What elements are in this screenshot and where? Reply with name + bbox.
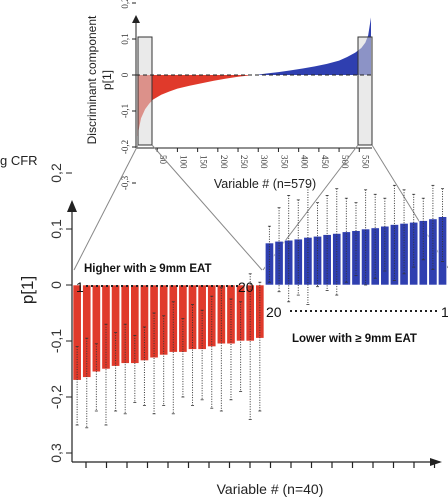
bottom-y-tick-label: 0,2 xyxy=(48,163,64,183)
top-y-tick-label: -0,3 xyxy=(120,175,130,190)
top-y-arrow xyxy=(132,15,140,23)
bar xyxy=(418,220,428,286)
top-x-tick-label: 150 xyxy=(199,155,209,169)
bottom-y-tick-label: 0,1 xyxy=(48,219,64,239)
top-x-tick-label: 450 xyxy=(320,155,330,169)
marker-1-right: 1 xyxy=(441,304,448,320)
bar xyxy=(216,284,226,345)
annotation-higher: Higher with ≥ 9mm EAT xyxy=(84,263,212,275)
top-y-tick-label: -0,1 xyxy=(120,104,130,118)
bar xyxy=(428,218,438,286)
bottom-xlabel: Variable # (n=40) xyxy=(217,481,324,497)
top-ylabel-2: p[1] xyxy=(100,70,114,90)
bottom-ylabel: p[1] xyxy=(18,276,37,304)
top-x-tick-label: 100 xyxy=(178,155,188,169)
top-x-tick-label: 200 xyxy=(219,155,229,169)
bottom-bars xyxy=(72,184,447,429)
bottom-y-arrow xyxy=(67,200,77,212)
bar xyxy=(91,284,101,373)
bar xyxy=(322,234,332,286)
annotation-lower: Lower with ≥ 9mm EAT xyxy=(292,333,417,345)
bar xyxy=(140,284,149,361)
bottom-y-ticks: 0,2 0,1 0 -0,1 -0,2 0,3 xyxy=(48,163,72,463)
connector-line xyxy=(151,144,263,271)
marker-20-top: 20 xyxy=(238,279,254,295)
bottom-x-arrow xyxy=(430,458,442,466)
top-x-tick-label: 300 xyxy=(259,155,269,169)
bar xyxy=(284,239,294,286)
connector-line xyxy=(73,144,139,271)
bottom-y-tick-label: 0 xyxy=(48,281,64,289)
bar xyxy=(72,284,82,381)
marker-1: 1 xyxy=(76,279,84,295)
bar xyxy=(409,221,419,286)
top-x-tick-label: 250 xyxy=(239,155,249,169)
bar xyxy=(370,227,380,286)
bottom-y-tick-label: -0,2 xyxy=(48,385,64,409)
top-x-tick-label: 50 xyxy=(158,155,168,165)
bottom-x-ticks xyxy=(85,462,436,468)
top-area-series xyxy=(137,17,371,137)
top-x-tick-label: 400 xyxy=(300,155,310,169)
bar xyxy=(197,284,207,350)
top-y-tick-label: 0,2 xyxy=(120,0,130,9)
top-y-tick-label: 0 xyxy=(120,72,130,77)
top-xlabel: Variable # (n=579) xyxy=(214,177,316,191)
bar xyxy=(380,225,390,286)
top-x-ticks: 50 100 150 200 250 300 350 400 450 500 550 xyxy=(156,148,370,169)
top-ylabel-1: Discriminant component xyxy=(85,15,99,144)
top-y-ticks: 0,2 0,1 0 -0,1 -0,2 -0,3 xyxy=(120,0,136,190)
bar xyxy=(130,284,140,364)
marker-20-bottom: 20 xyxy=(266,304,282,320)
bar xyxy=(159,284,169,356)
bottom-chart: 0,2 0,1 0 -0,1 -0,2 0,3 1 20 20 1 Higher with… xyxy=(18,163,448,497)
bar xyxy=(390,224,399,286)
bottom-y-tick-label: -0,1 xyxy=(48,329,64,353)
bar xyxy=(207,284,217,347)
top-y-tick-label: -0,2 xyxy=(120,140,130,154)
bar xyxy=(236,284,246,342)
bar xyxy=(111,284,121,367)
top-area-positive xyxy=(258,17,371,75)
top-y-tick-label: 0,1 xyxy=(120,33,130,44)
top-area-negative xyxy=(137,75,251,137)
bar xyxy=(245,284,255,342)
top-x-tick-label: 350 xyxy=(279,155,289,169)
top-highlight-right xyxy=(357,36,373,146)
top-chart: 0,2 0,1 0 -0,1 -0,2 -0,3 50 100 150 200 250 300 350… xyxy=(85,0,373,191)
top-x-tick-label: 550 xyxy=(360,155,370,169)
bar xyxy=(399,223,409,286)
bottom-y-tick-label: 0,3 xyxy=(48,443,64,463)
top-highlight-left xyxy=(137,36,153,146)
side-text: g CFR xyxy=(0,153,38,168)
